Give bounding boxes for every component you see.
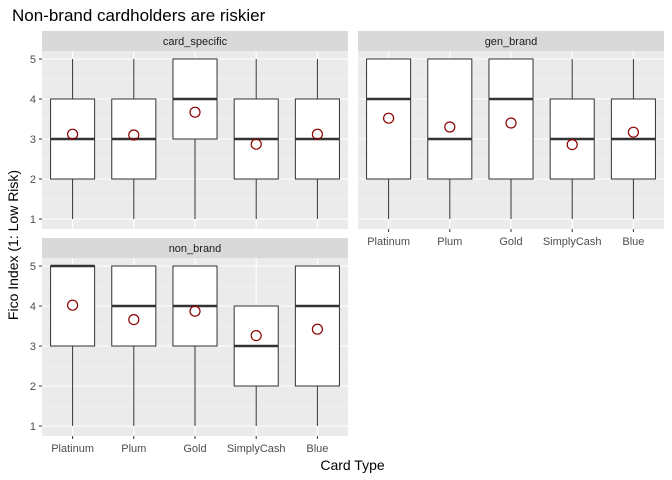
mean-marker bbox=[311, 128, 323, 140]
box-simplycash bbox=[549, 59, 595, 219]
box-blue bbox=[610, 59, 656, 219]
mean-marker bbox=[128, 129, 140, 141]
x-tick-label: Platinum bbox=[51, 443, 94, 455]
x-tick-label: Plum bbox=[121, 443, 146, 455]
box-blue bbox=[294, 265, 340, 426]
mean-marker bbox=[66, 299, 79, 311]
box-plum bbox=[427, 58, 473, 219]
facet-panels: card_specific 1 2 3 4 5 gen_brand Platinum Plum G… bbox=[30, 31, 664, 455]
box-plum bbox=[111, 265, 157, 426]
facet-panel-card-specific: card_specific 1 2 3 4 5 bbox=[30, 31, 348, 229]
y-tick-label: 3 bbox=[30, 341, 36, 353]
facet-strip bbox=[42, 238, 348, 258]
y-tick-label: 4 bbox=[30, 94, 36, 106]
mean-marker bbox=[383, 112, 395, 124]
facet-panel-gen-brand: gen_brand Platinum Plum Gold SimplyCash Blue bbox=[358, 31, 664, 248]
x-tick-label: Platinum bbox=[367, 236, 410, 248]
y-tick-label: 2 bbox=[30, 381, 36, 393]
box-platinum bbox=[50, 59, 96, 219]
y-tick-label: 1 bbox=[30, 214, 36, 226]
mean-marker bbox=[250, 330, 262, 342]
facet-strip bbox=[358, 31, 664, 51]
facet-strip-label: card_specific bbox=[163, 36, 228, 48]
box-simplycash bbox=[233, 305, 279, 426]
mean-marker bbox=[250, 138, 262, 150]
x-tick-label: Gold bbox=[183, 443, 206, 455]
mean-marker bbox=[189, 106, 201, 118]
box-platinum bbox=[366, 58, 412, 219]
box-gold bbox=[488, 58, 534, 219]
y-tick-label: 5 bbox=[30, 261, 36, 273]
y-tick-label: 2 bbox=[30, 174, 36, 186]
x-tick-label: Plum bbox=[437, 236, 462, 248]
box-platinum bbox=[50, 264, 96, 426]
x-tick-label: Gold bbox=[499, 236, 522, 248]
mean-marker bbox=[505, 117, 517, 129]
mean-marker bbox=[311, 323, 323, 335]
mean-marker bbox=[189, 305, 201, 317]
box-simplycash bbox=[233, 59, 279, 219]
x-tick-label: SimplyCash bbox=[227, 443, 286, 455]
box-gold bbox=[172, 265, 218, 426]
y-tick-label: 4 bbox=[30, 301, 36, 313]
mean-marker bbox=[66, 128, 79, 140]
x-tick-label: SimplyCash bbox=[543, 236, 602, 248]
y-tick-label: 5 bbox=[30, 54, 36, 66]
mean-marker bbox=[128, 314, 140, 326]
box-plum bbox=[111, 59, 157, 219]
chart-title: Non-brand cardholders are riskier bbox=[12, 6, 266, 25]
box-body bbox=[488, 58, 534, 180]
facet-strip-label: gen_brand bbox=[485, 36, 538, 48]
mean-marker bbox=[566, 139, 578, 151]
y-tick-label: 3 bbox=[30, 134, 36, 146]
facet-panel-non-brand: non_brand 1 2 3 4 5 Platinum Plum Gold SimplyCash… bbox=[30, 238, 348, 455]
x-tick-label: Blue bbox=[306, 443, 328, 455]
facet-strip bbox=[42, 31, 348, 51]
box-gold bbox=[172, 58, 218, 219]
x-tick-label: Blue bbox=[622, 236, 644, 248]
box-blue bbox=[294, 59, 340, 219]
facet-strip-label: non_brand bbox=[169, 243, 222, 255]
x-axis-title: Card Type bbox=[320, 457, 385, 473]
box-body bbox=[50, 265, 96, 347]
box-body bbox=[366, 58, 412, 180]
mean-marker bbox=[627, 126, 640, 138]
box-body bbox=[294, 265, 340, 387]
y-axis-title: Fico Index (1: Low Risk) bbox=[5, 170, 21, 320]
y-tick-label: 1 bbox=[30, 421, 36, 433]
mean-marker bbox=[444, 121, 456, 133]
box-body bbox=[427, 58, 473, 180]
